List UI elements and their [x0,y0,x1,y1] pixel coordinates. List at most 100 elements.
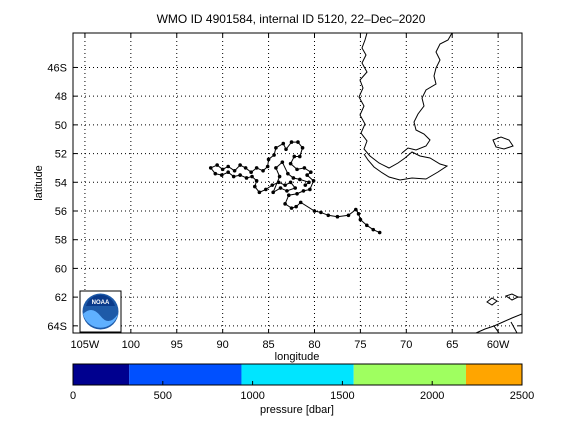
logo-sky [86,294,115,306]
track-point [270,183,275,187]
track-point [226,164,230,169]
track-point [283,183,287,187]
track-point [295,167,299,172]
track-point [309,170,313,175]
track-point [356,212,361,216]
colorbar-label: pressure [dbar] [260,404,334,416]
track-point [264,187,268,192]
track-point [294,204,298,209]
track-point [274,146,278,150]
track-point [286,171,290,176]
logo-wordmark: NOAA [92,300,110,306]
track-point [266,157,271,162]
track-point [257,190,262,195]
colorbar-tick-label: 2000 [420,390,444,402]
track-point [288,180,293,185]
lat-tick-label: 62 [55,292,67,304]
track-point [305,173,309,177]
track-point [231,174,236,179]
track-point [298,200,303,205]
track-point [272,153,276,157]
track-point [307,180,311,185]
track-point [377,230,382,235]
track-point [297,154,302,159]
track-point [291,176,296,180]
track-point [254,166,259,170]
track-point [238,173,242,177]
pressure-colorbar: 0 500 1000 1500 2000 2500 pressure [dbar] [70,363,534,416]
track-point [250,174,254,179]
track-point [254,179,259,183]
colorbar-ticks: 0 500 1000 1500 2000 2500 [70,381,534,402]
latitude-tick-labels: 46S 48 50 52 54 56 58 60 62 64S [47,62,67,332]
lat-tick-label: 64S [47,321,67,333]
track-point [265,164,270,169]
track-point [326,213,331,218]
track-point [281,141,286,146]
patagonia-east-coastline [401,33,453,154]
track-point [308,187,312,192]
track-point [284,147,288,152]
track-point [219,173,224,177]
latitude-axis-label: latitude [33,165,45,200]
lat-tick-label: 48 [55,91,67,103]
track-point [297,177,302,182]
colorbar-frame [72,363,523,386]
noaa-logo: NOAA [79,290,122,333]
track-point [226,170,230,175]
track-point [276,180,281,185]
track-point [274,166,278,170]
track-point [365,223,369,228]
track-point [319,210,323,215]
track-point [293,186,298,190]
colorbar-band [129,364,242,385]
track-point [312,209,317,213]
lon-tick-label: 95 [171,339,183,351]
track-point [280,160,285,164]
colorbar-bands [73,364,522,385]
track-point [301,189,306,193]
track-point [311,179,316,183]
track-point [253,184,257,189]
lon-tick-label: 80 [308,339,320,351]
track-point [354,207,358,212]
track-point [232,168,237,173]
lon-tick-label: 90 [217,339,229,351]
longitude-tick-labels: 105W 100 95 90 85 80 75 70 65 60W [71,339,510,351]
lon-tick-label: 75 [354,339,366,351]
colorbar-tick-label: 2500 [510,390,534,402]
track-point [346,213,351,218]
track-point [292,154,297,159]
map-grid [73,33,522,333]
track-point [302,166,307,170]
track-point [213,171,218,176]
lat-tick-label: 50 [55,120,67,132]
track-point [249,170,253,175]
track-point [285,189,289,193]
track-point [289,140,294,144]
track-point [288,161,293,166]
track-point [296,140,300,144]
map-axes: 105W 100 95 90 85 80 75 70 65 60W 46S 48 50 52 54 56 58… [47,32,523,351]
track-point [295,191,299,196]
track-point [215,163,219,167]
lat-tick-label: 52 [55,149,67,161]
lon-tick-label: 65 [446,339,458,351]
track-point [286,193,291,198]
lon-tick-label: 60W [487,339,510,351]
lat-tick-label: 56 [55,206,67,218]
track-point [300,146,305,150]
colorbar-tick-label: 0 [70,390,76,402]
lat-tick-label: 58 [55,235,67,247]
track-point [261,168,265,173]
track-point [271,190,275,195]
lat-tick-label: 46S [47,62,67,74]
track-point [283,202,287,206]
south-america-coastline [358,33,449,181]
map-background [73,33,522,333]
track-point [277,174,282,179]
colorbar-tick-label: 500 [154,390,172,402]
lon-tick-label: 100 [122,339,140,351]
track-point [358,217,363,222]
